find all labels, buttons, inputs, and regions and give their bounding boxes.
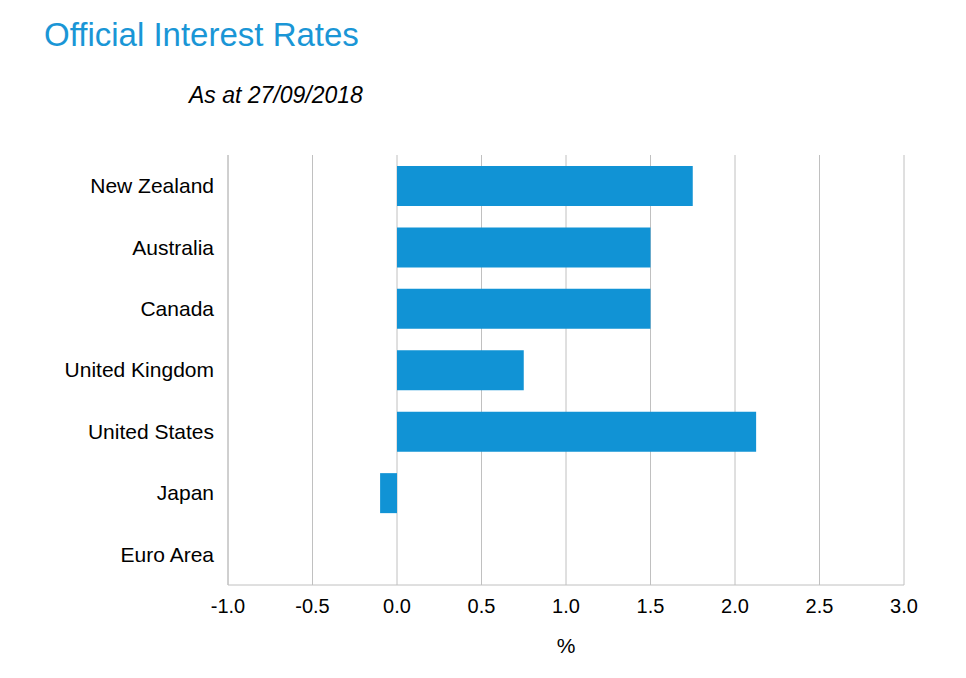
svg-text:%: %	[557, 634, 576, 657]
svg-text:3.0: 3.0	[890, 595, 918, 617]
svg-text:Australia: Australia	[132, 236, 214, 259]
svg-text:0.5: 0.5	[468, 595, 496, 617]
svg-text:2.0: 2.0	[721, 595, 749, 617]
svg-text:0.0: 0.0	[383, 595, 411, 617]
svg-text:2.5: 2.5	[806, 595, 834, 617]
svg-text:New Zealand: New Zealand	[90, 174, 214, 197]
svg-text:-1.0: -1.0	[211, 595, 245, 617]
svg-text:1.0: 1.0	[552, 595, 580, 617]
html-text:As at 27/09/2018: As at 27/09/2018	[189, 82, 363, 108]
svg-text:Japan: Japan	[157, 481, 214, 504]
html-text:Official Interest Rates: Official Interest Rates	[44, 16, 359, 53]
svg-text:Canada: Canada	[140, 297, 214, 320]
svg-text:Euro Area: Euro Area	[121, 543, 215, 566]
svg-text:United Kingdom: United Kingdom	[65, 358, 214, 381]
svg-text:1.5: 1.5	[637, 595, 665, 617]
svg-text:United States: United States	[88, 420, 214, 443]
svg-text:-0.5: -0.5	[295, 595, 329, 617]
